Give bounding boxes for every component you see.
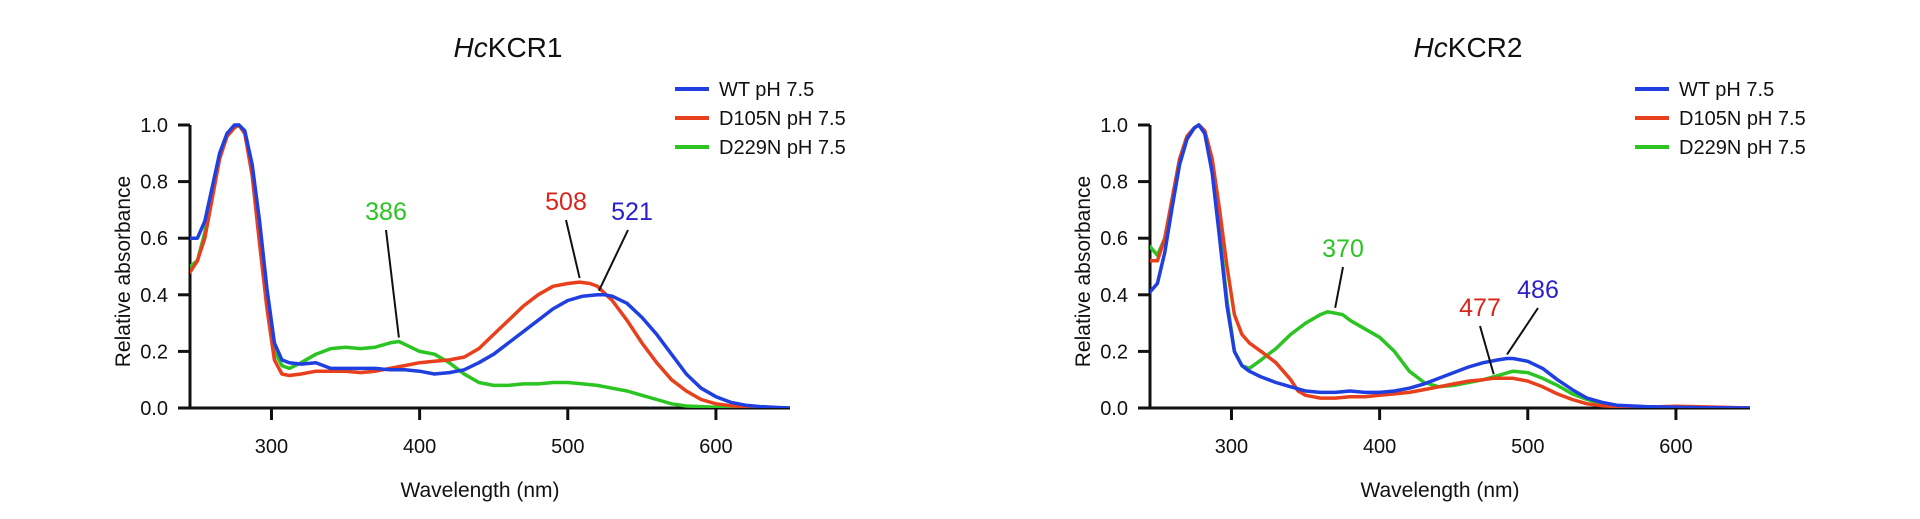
y-tick-label: 0.8	[1100, 172, 1128, 194]
peak-pointer-line	[565, 219, 581, 279]
peak-label: 477	[1459, 294, 1501, 322]
y-tick-label: 0.8	[140, 172, 168, 194]
chart-title-italic: Hc	[1414, 32, 1448, 63]
x-tick-label: 400	[1363, 436, 1396, 458]
x-axis-label: Wavelength (nm)	[1360, 479, 1519, 502]
peak-label: 386	[365, 198, 407, 226]
series-line-3	[190, 123, 790, 408]
chart-title-rest: KCR2	[1448, 32, 1523, 63]
peak-label: 521	[611, 198, 653, 226]
legend-label: D229N pH 7.5	[719, 137, 846, 159]
peak-pointer-line	[1506, 307, 1539, 356]
y-tick-label: 1.0	[140, 115, 168, 137]
series-line-1	[1150, 123, 1750, 408]
x-axis-label: Wavelength (nm)	[400, 479, 559, 502]
chart-title-italic: Hc	[454, 32, 488, 63]
x-tick-label: 300	[255, 436, 288, 458]
x-tick-label: 600	[699, 436, 732, 458]
chart-title: HcKCR1	[454, 32, 563, 63]
chart-title-rest: KCR1	[488, 32, 563, 63]
x-tick-label: 600	[1659, 436, 1692, 458]
x-tick-label: 400	[403, 436, 436, 458]
x-tick-label: 500	[1511, 436, 1544, 458]
x-tick-label: 300	[1215, 436, 1248, 458]
y-tick-label: 1.0	[1100, 115, 1128, 137]
legend-label: WT pH 7.5	[719, 79, 814, 101]
peak-pointer-line	[1334, 266, 1344, 308]
y-tick-label: 0.2	[140, 341, 168, 363]
peak-label: 370	[1322, 235, 1364, 263]
series-line-1	[190, 123, 790, 408]
peak-pointer-line	[385, 229, 400, 338]
y-tick-label: 0.0	[1100, 398, 1128, 420]
peak-label: 508	[545, 188, 587, 216]
y-tick-label: 0.4	[140, 285, 168, 307]
chart-title: HcKCR2	[1414, 32, 1523, 63]
peak-label: 486	[1517, 276, 1559, 304]
chart-panel-1: HcKCR1 0.0 0.2 0.4 0.6 0.8 1.0 300 400 500 600 Wave…	[112, 32, 846, 502]
y-tick-label: 0.6	[1100, 228, 1128, 250]
y-axis-label: Relative absorbance	[1072, 176, 1095, 367]
x-tick-label: 500	[551, 436, 584, 458]
legend-label: WT pH 7.5	[1679, 79, 1774, 101]
peak-pointer-line	[1479, 325, 1495, 375]
y-tick-label: 0.4	[1100, 285, 1128, 307]
legend-label: D105N pH 7.5	[719, 108, 846, 130]
chart-panel-2: HcKCR2 0.0 0.2 0.4 0.6 0.8 1.0 300 400 500 600 Wave…	[1072, 32, 1806, 502]
legend-label: D105N pH 7.5	[1679, 108, 1806, 130]
legend-label: D229N pH 7.5	[1679, 137, 1806, 159]
peak-pointer-line	[597, 229, 629, 292]
y-axis-label: Relative absorbance	[112, 176, 135, 367]
y-tick-label: 0.2	[1100, 341, 1128, 363]
y-tick-label: 0.6	[140, 228, 168, 250]
y-tick-label: 0.0	[140, 398, 168, 420]
